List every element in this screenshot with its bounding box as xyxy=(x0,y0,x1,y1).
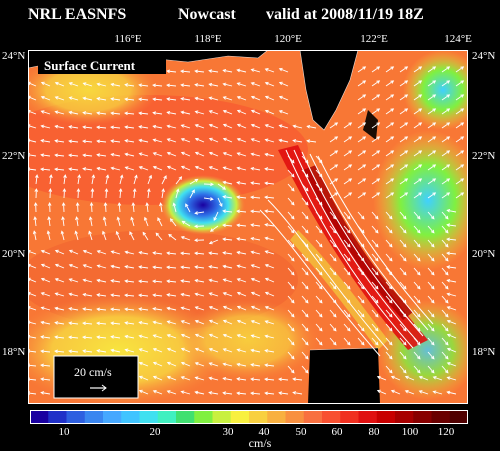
colorbar-tick-30: 30 xyxy=(223,426,234,438)
colorbar-cell xyxy=(359,410,378,424)
lat-label-left-18: 18°N xyxy=(2,346,25,358)
scale-label: 20 cm/s xyxy=(74,365,112,379)
panel-title-box: Surface Current xyxy=(38,56,166,74)
lat-label-left-22: 22°N xyxy=(2,150,25,162)
colorbar-cell xyxy=(140,410,159,424)
colorbar-cell xyxy=(194,410,213,424)
source-title: NRL EASNFS xyxy=(28,6,126,24)
lon-label-124: 124°E xyxy=(444,33,472,45)
lon-label-122: 122°E xyxy=(360,33,388,45)
colorbar-cell xyxy=(450,410,468,424)
colorbar-tick-100: 100 xyxy=(402,426,419,438)
current-speed-map: Surface Current 20 cm/s xyxy=(28,50,468,404)
colorbar-cell xyxy=(413,410,432,424)
lat-label-right-24: 24°N xyxy=(472,50,495,62)
colorbar-cell xyxy=(121,410,140,424)
lon-label-120: 120°E xyxy=(274,33,302,45)
colorbar xyxy=(30,410,468,424)
panel-title: Surface Current xyxy=(44,58,136,73)
colorbar-cell xyxy=(249,410,268,424)
colorbar-cell xyxy=(377,410,396,424)
colorbar-cell xyxy=(158,410,177,424)
colorbar-tick-50: 50 xyxy=(296,426,307,438)
lon-label-116: 116°E xyxy=(114,33,141,45)
colorbar-cell xyxy=(267,410,286,424)
colorbar-cell xyxy=(304,410,323,424)
colorbar-cell xyxy=(85,410,104,424)
colorbar-cell xyxy=(67,410,86,424)
colorbar-cell xyxy=(395,410,414,424)
colorbar-cell xyxy=(322,410,341,424)
colorbar-cell xyxy=(103,410,122,424)
valid-time: valid at 2008/11/19 18Z xyxy=(266,6,424,24)
colorbar-tick-120: 120 xyxy=(438,426,455,438)
lat-label-right-22: 22°N xyxy=(472,150,495,162)
scale-box: 20 cm/s xyxy=(54,356,138,398)
lat-label-left-20: 20°N xyxy=(2,248,25,260)
product-title: Nowcast xyxy=(178,6,236,24)
colorbar-cell xyxy=(48,410,67,424)
colorbar-units: cm/s xyxy=(249,436,272,451)
colorbar-cell xyxy=(176,410,195,424)
lat-label-right-18: 18°N xyxy=(472,346,495,358)
colorbar-tick-60: 60 xyxy=(332,426,343,438)
colorbar-cells xyxy=(30,410,468,424)
colorbar-cell xyxy=(213,410,232,424)
colorbar-cell xyxy=(432,410,451,424)
colorbar-cell xyxy=(30,410,49,424)
colorbar-tick-20: 20 xyxy=(150,426,161,438)
colorbar-tick-80: 80 xyxy=(369,426,380,438)
colorbar-cell xyxy=(286,410,305,424)
colorbar-cell xyxy=(340,410,359,424)
speed-field xyxy=(28,50,468,404)
colorbar-tick-10: 10 xyxy=(59,426,70,438)
lat-label-right-20: 20°N xyxy=(472,248,495,260)
colorbar-cell xyxy=(231,410,250,424)
lat-label-left-24: 24°N xyxy=(2,50,25,62)
lon-label-118: 118°E xyxy=(194,33,221,45)
